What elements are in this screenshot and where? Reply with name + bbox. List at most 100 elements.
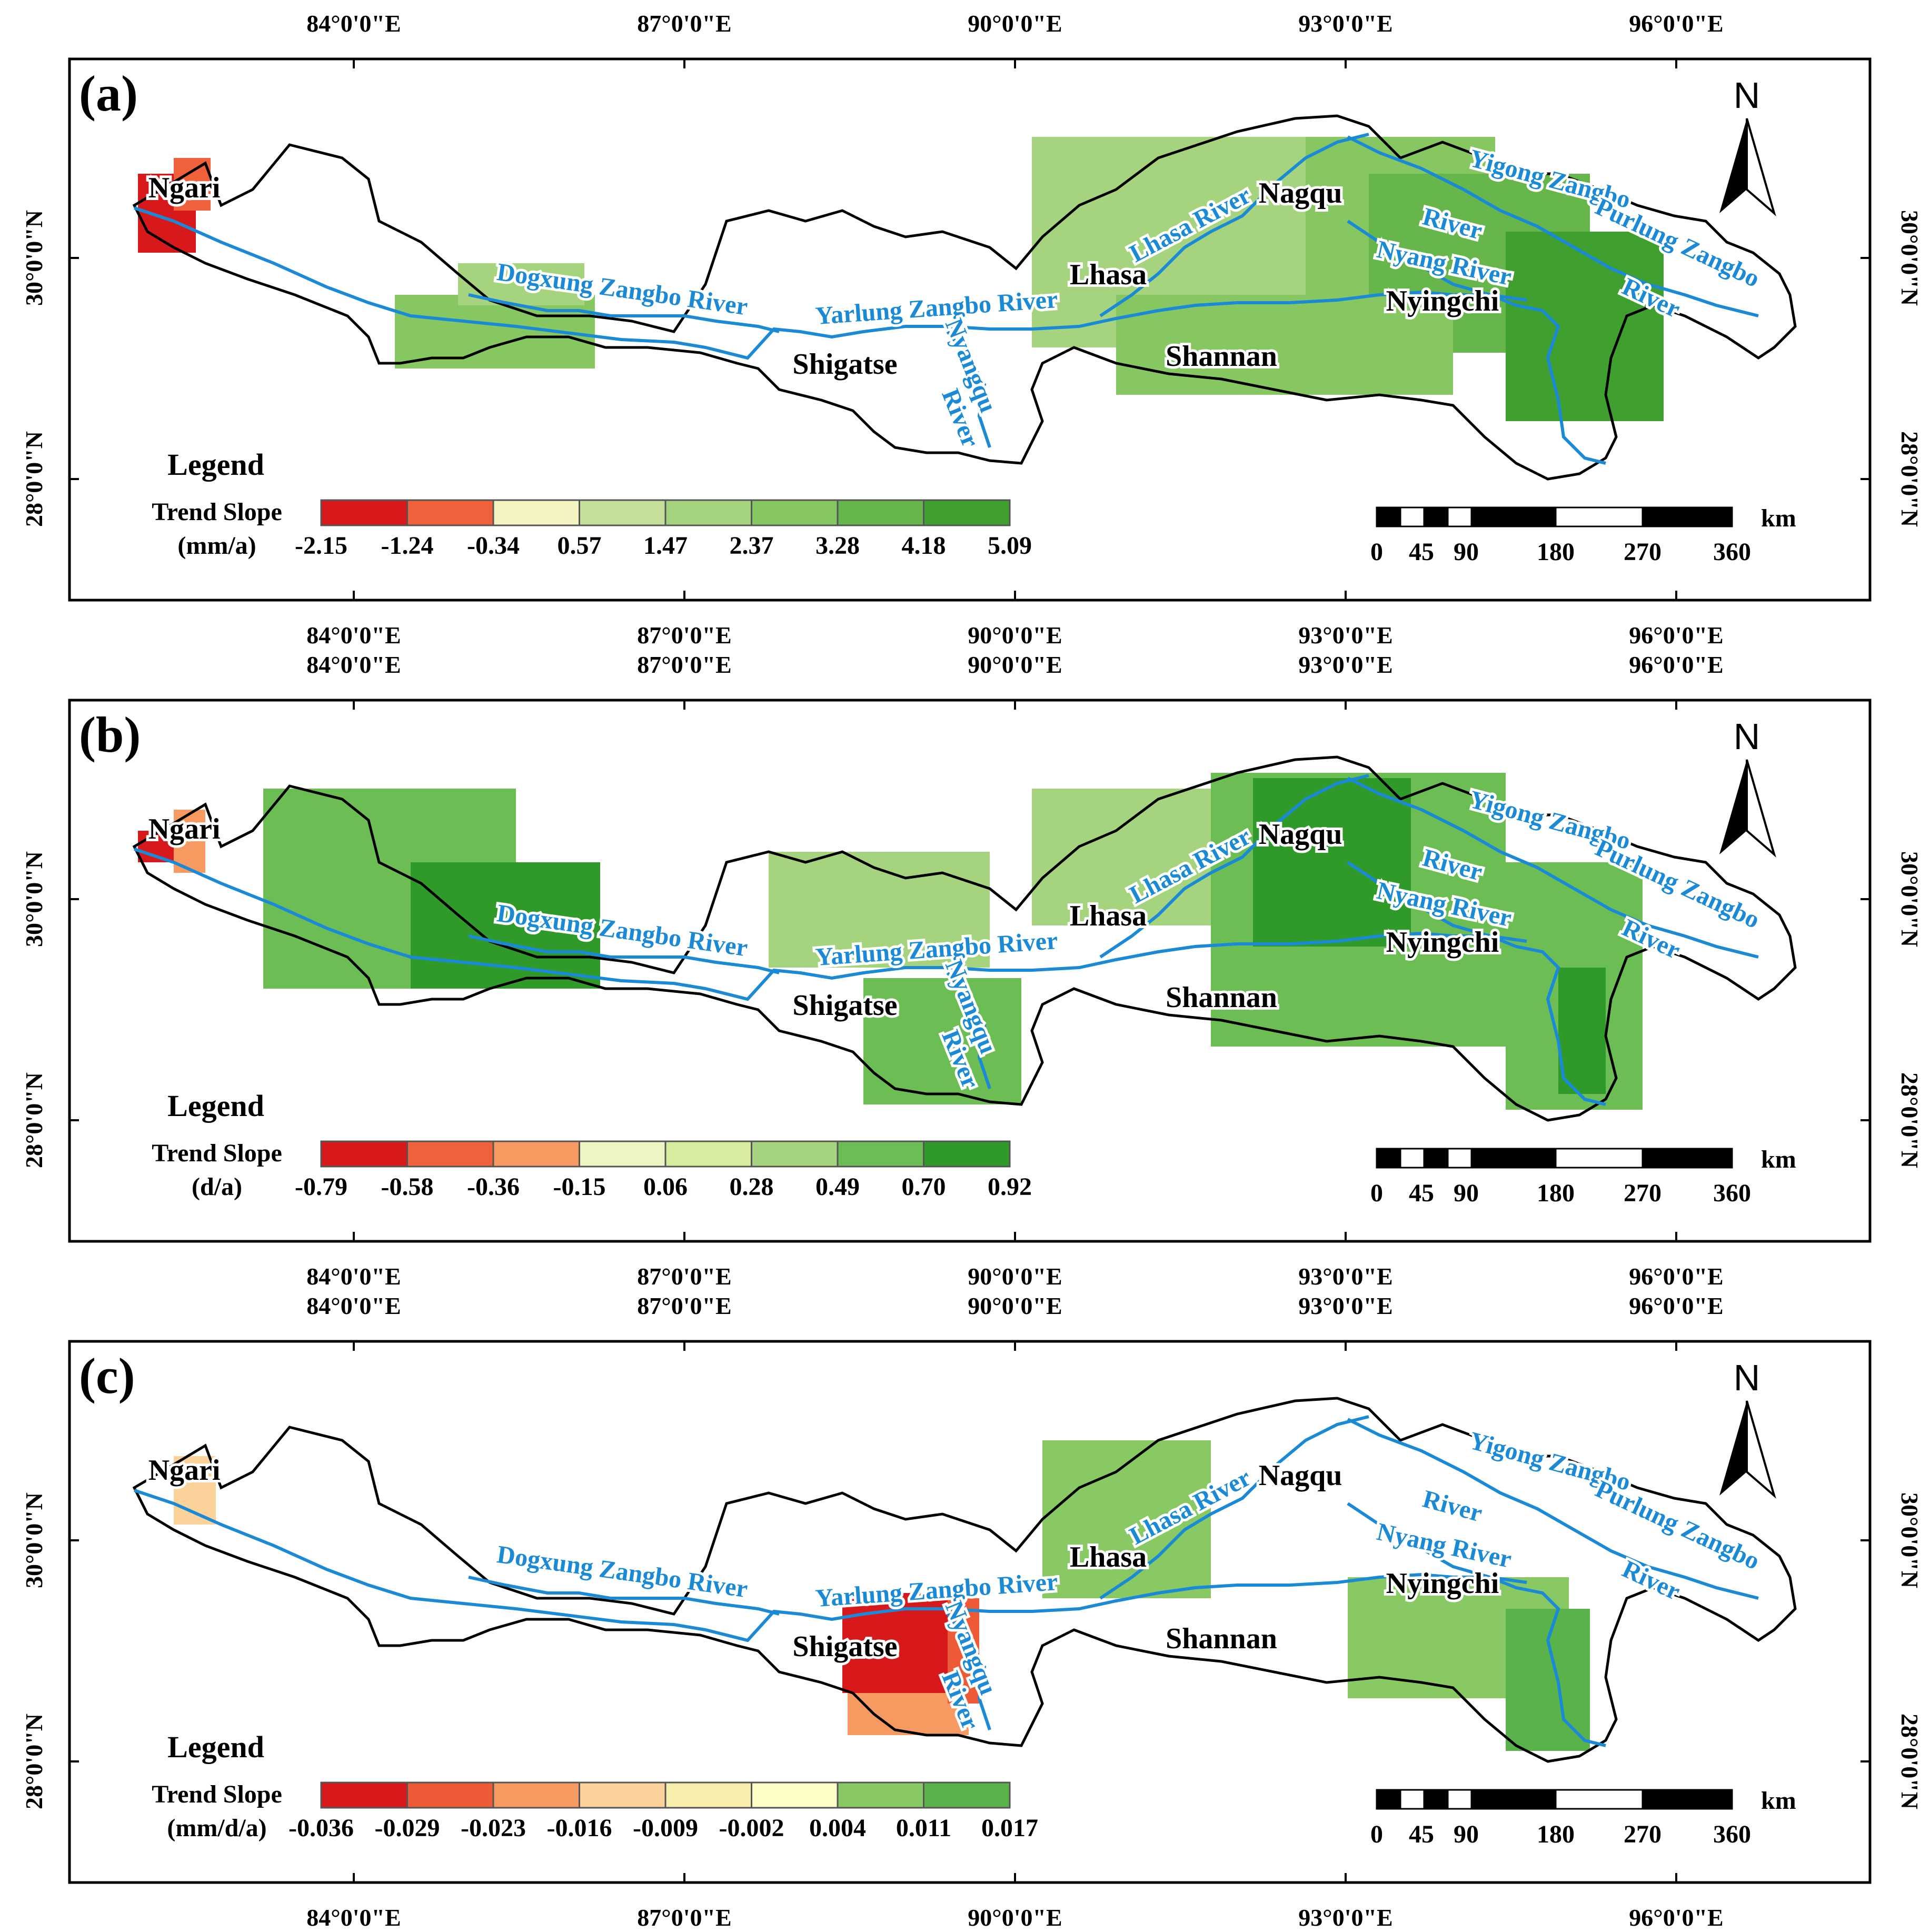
- scale-segment: [1376, 1789, 1401, 1810]
- north-arrow-icon: N: [1719, 1357, 1776, 1499]
- scale-label: 90: [1454, 1179, 1479, 1207]
- legend-break-label: -0.36: [467, 1173, 520, 1201]
- legend-swatch: [664, 1781, 752, 1809]
- legend-break-label: -0.002: [719, 1814, 784, 1842]
- longitude-label: 87°0'0"E: [637, 10, 731, 37]
- legend-break-label: 2.37: [730, 532, 774, 560]
- legend-swatch: [579, 499, 666, 526]
- legend-break-label: 5.09: [988, 532, 1032, 560]
- longitude-label: 87°0'0"E: [637, 1263, 731, 1290]
- legend-title: Legend: [167, 1730, 264, 1764]
- legend-break-label: 3.28: [815, 532, 860, 560]
- legend-break-label: -0.15: [553, 1173, 606, 1201]
- longitude-label: 84°0'0"E: [306, 1263, 401, 1290]
- latitude-label: 30°0'0"N: [21, 1492, 47, 1588]
- region-label: Nagqu: [1259, 177, 1342, 210]
- scale-segment: [1447, 506, 1473, 527]
- scale-segment: [1399, 1789, 1425, 1810]
- scale-unit: km: [1761, 1146, 1796, 1173]
- legend-swatch: [406, 499, 494, 526]
- trend-raster: [174, 1440, 1590, 1751]
- scale-segment: [1470, 1148, 1557, 1169]
- longitude-label: 96°0'0"E: [1629, 1904, 1723, 1931]
- legend-break-label: -0.79: [295, 1173, 347, 1201]
- longitude-label: 93°0'0"E: [1298, 10, 1392, 37]
- latitude-label: 30°0'0"N: [1896, 851, 1923, 947]
- map-body: [134, 1398, 1795, 1761]
- region-label: Ngari: [148, 172, 221, 204]
- scale-label: 45: [1409, 1179, 1434, 1207]
- longitude-label: 87°0'0"E: [637, 622, 731, 649]
- legend: Legend Trend Slope (d/a) -0.79 -0.58 -0.36 -0.…: [152, 1089, 1032, 1201]
- map-body: [134, 116, 1795, 479]
- legend: Legend Trend Slope (mm/d/a) -0.036 -0.029 -0.…: [152, 1730, 1038, 1842]
- north-arrow-icon: N: [1719, 75, 1776, 216]
- region-label: Lhasa: [1070, 1541, 1147, 1574]
- scale-segment: [1470, 1789, 1557, 1810]
- longitude-label: 93°0'0"E: [1298, 1292, 1392, 1319]
- longitude-label: 84°0'0"E: [306, 1292, 401, 1319]
- legend-trend-label: Trend Slope: [152, 1139, 282, 1167]
- region-label: Shannan: [1166, 340, 1277, 373]
- longitude-label: 87°0'0"E: [637, 1292, 731, 1319]
- legend-break-label: -0.016: [547, 1814, 612, 1842]
- scale-unit: km: [1761, 504, 1796, 532]
- legend-swatch: [751, 1140, 839, 1168]
- panel-label: (b): [79, 706, 141, 763]
- legend-swatch: [320, 1140, 408, 1168]
- region-label: Shigatse: [792, 1630, 897, 1663]
- legend-swatch: [923, 1140, 1011, 1168]
- map-body: [134, 757, 1795, 1120]
- legend-break-label: 0.70: [902, 1173, 946, 1201]
- longitude-label: 96°0'0"E: [1629, 10, 1723, 37]
- scale-unit: km: [1761, 1787, 1796, 1815]
- scale-label: 270: [1624, 538, 1662, 566]
- legend-swatch: [492, 499, 580, 526]
- region-label: Shannan: [1166, 981, 1277, 1014]
- scale-segment: [1555, 506, 1644, 527]
- legend-title: Legend: [167, 1089, 264, 1123]
- longitude-label: 93°0'0"E: [1298, 1904, 1392, 1931]
- region-label: Nagqu: [1259, 818, 1342, 851]
- legend-break-label: 0.49: [815, 1173, 860, 1201]
- region-label: Nyingchi: [1386, 1567, 1499, 1600]
- scale-label: 90: [1454, 538, 1479, 566]
- longitude-label: 90°0'0"E: [968, 1292, 1062, 1319]
- legend-swatch: [492, 1781, 580, 1809]
- longitude-label: 87°0'0"E: [637, 651, 731, 678]
- legend-break-label: -0.029: [375, 1814, 440, 1842]
- north-arrow-right: [1746, 759, 1776, 858]
- longitude-label: 96°0'0"E: [1629, 1292, 1723, 1319]
- north-arrow-left: [1719, 1401, 1747, 1496]
- region-label: Ngari: [148, 813, 221, 845]
- longitude-label: 93°0'0"E: [1298, 1263, 1392, 1290]
- legend-break-label: -0.58: [381, 1173, 434, 1201]
- legend-trend-label: Trend Slope: [152, 498, 282, 526]
- longitude-label: 84°0'0"E: [306, 622, 401, 649]
- legend-swatch: [492, 1140, 580, 1168]
- scale-label: 45: [1409, 538, 1434, 566]
- legend-swatch: [320, 499, 408, 526]
- scale-segment: [1399, 506, 1425, 527]
- north-label: N: [1734, 716, 1760, 757]
- region-label: Shigatse: [792, 348, 897, 381]
- longitude-label: 96°0'0"E: [1629, 651, 1723, 678]
- north-arrow-right: [1746, 118, 1776, 216]
- scale-segment: [1399, 1148, 1425, 1169]
- legend-swatch: [320, 1781, 408, 1809]
- scale-bar: 0 45 90 180 270 360 km: [1370, 504, 1796, 566]
- legend-break-label: 0.92: [988, 1173, 1032, 1201]
- longitude-label: 93°0'0"E: [1298, 622, 1392, 649]
- scale-segment: [1447, 1789, 1473, 1810]
- region-label: Nagqu: [1259, 1459, 1342, 1492]
- region-label: Nyingchi: [1386, 285, 1499, 317]
- scale-segment: [1423, 506, 1449, 527]
- legend-break-label: 0.57: [558, 532, 602, 560]
- scale-segment: [1642, 1148, 1733, 1169]
- legend-swatch: [751, 499, 839, 526]
- legend-break-label: 0.06: [643, 1173, 688, 1201]
- scale-label: 360: [1713, 1179, 1751, 1207]
- legend-unit: (mm/d/a): [167, 1814, 266, 1842]
- legend-swatch: [406, 1140, 494, 1168]
